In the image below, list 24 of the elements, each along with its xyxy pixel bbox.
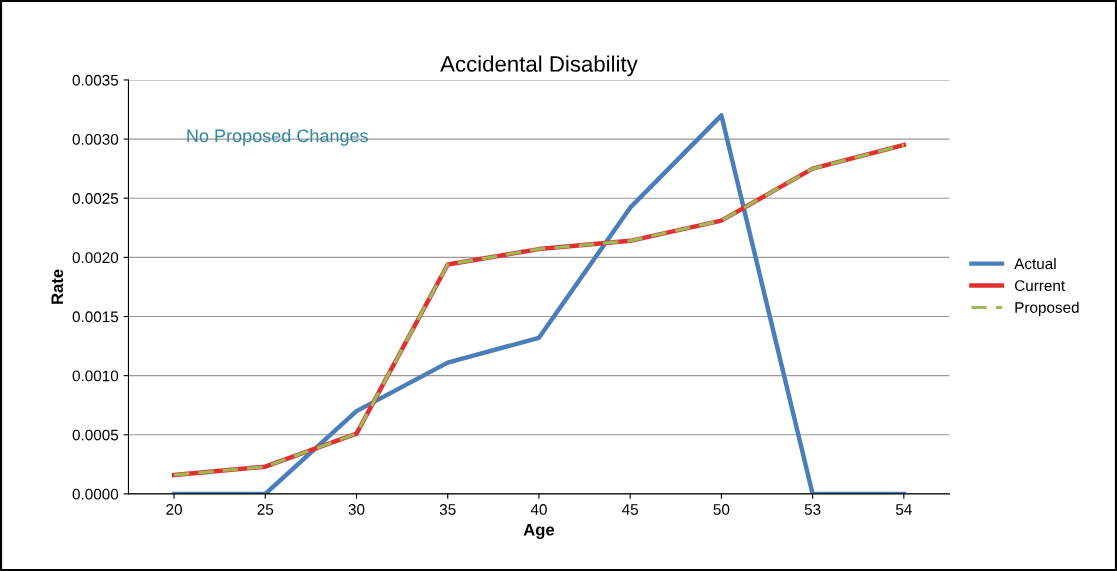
y-tick-label: 0.0000 xyxy=(72,488,119,500)
annotation: No Proposed Changes xyxy=(187,128,368,146)
y-tick-label: 0.0030 xyxy=(72,133,119,145)
y-tick-label: 0.0015 xyxy=(72,311,119,323)
x-tick-label: 25 xyxy=(257,504,274,515)
y-tick-label: 0.0005 xyxy=(72,429,119,441)
y-axis-title: Rate xyxy=(51,269,64,304)
x-tick-label: 40 xyxy=(530,504,547,515)
x-tick-label: 54 xyxy=(895,504,912,515)
y-tick-label: 0.0010 xyxy=(72,370,119,382)
x-axis-title: Age xyxy=(523,523,555,539)
legend-label: Actual xyxy=(1014,257,1056,270)
x-tick-label: 53 xyxy=(804,504,821,515)
x-tick-label: 45 xyxy=(622,504,639,515)
x-tick-label: 20 xyxy=(166,504,182,515)
legend-label: Proposed xyxy=(1015,301,1079,316)
chart-title: Accidental Disability xyxy=(440,55,638,77)
x-tick-label: 30 xyxy=(348,504,365,515)
x-tick-label: 50 xyxy=(713,504,730,515)
x-tick-label: 35 xyxy=(439,504,456,515)
legend-label: Current xyxy=(1014,280,1066,292)
y-tick-label: 0.0020 xyxy=(72,252,119,264)
y-tick-label: 0.0035 xyxy=(72,74,119,86)
y-tick-label: 0.0025 xyxy=(72,193,119,204)
